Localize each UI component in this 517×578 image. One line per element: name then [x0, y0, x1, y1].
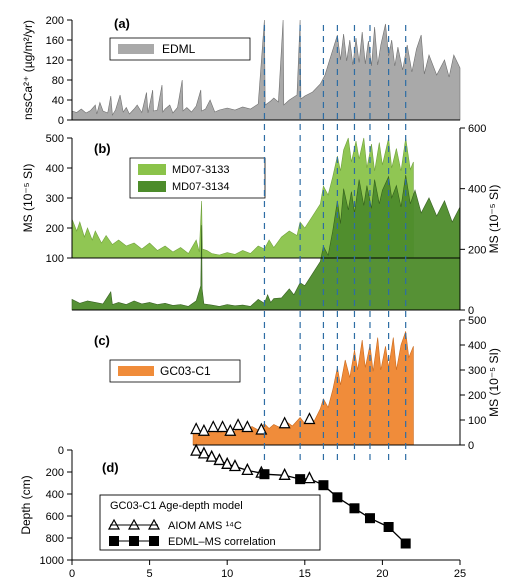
panel-d-letter: (d)	[102, 460, 119, 475]
panel-a: 0 40 80 120 160 200 nssCa²⁺ (µg/m²/yr) (a) EDML	[21, 15, 460, 127]
panel-a-legend-label: EDML	[162, 42, 196, 56]
figure-multi-panel: { "dims":{"w":517,"h":578}, "plot":{"xL"…	[0, 0, 517, 578]
panel-b-ylabel-right: MS (10⁻⁵ SI)	[487, 185, 501, 254]
svg-text:0: 0	[468, 440, 474, 452]
svg-text:80: 80	[52, 75, 64, 87]
svg-text:600: 600	[46, 511, 64, 523]
svg-text:800: 800	[46, 533, 64, 545]
panel-c-legend-label: GC03-C1	[160, 364, 211, 378]
svg-text:400: 400	[46, 489, 64, 501]
svg-text:200: 200	[46, 15, 64, 27]
svg-text:500: 500	[468, 315, 486, 327]
svg-text:100: 100	[468, 415, 486, 427]
panel-d-legend-item: EDML–MS correlation	[168, 536, 276, 548]
panel-d-legend-item: AIOM AMS ¹⁴C	[168, 520, 242, 532]
svg-text:15: 15	[299, 568, 311, 578]
panel-b: 1002003004005000200400600MS (10⁻⁵ SI)MS …	[21, 123, 501, 317]
svg-text:300: 300	[46, 193, 64, 205]
svg-text:400: 400	[46, 163, 64, 175]
svg-text:100: 100	[46, 253, 64, 265]
figure-svg: 04080120160200nssCa²⁺ (µg/m²/yr)(a)EDML1…	[0, 0, 517, 578]
panel-c: 0 100 200 300 400 500 MS (10⁻⁵ SI) (c) GC03-C1	[94, 315, 501, 452]
svg-text:20: 20	[376, 568, 388, 578]
svg-text:200: 200	[46, 223, 64, 235]
panel-c-letter: (c)	[94, 333, 110, 348]
svg-text:160: 160	[46, 35, 64, 47]
svg-text:0: 0	[58, 115, 64, 127]
panel-b-legend-label: MD07-3134	[172, 181, 229, 193]
panel-b-ylabel-left: MS (10⁻⁵ SI)	[21, 164, 35, 233]
panel-b-legend-label: MD07-3133	[172, 164, 229, 176]
panel-b-letter: (b)	[94, 141, 111, 156]
svg-text:600: 600	[468, 123, 486, 135]
svg-text:200: 200	[468, 244, 486, 256]
panel-a-ylabel: nssCa²⁺ (µg/m²/yr)	[21, 20, 35, 120]
panel-a-letter: (a)	[114, 16, 130, 31]
panel-c-ylabel: MS (10⁻⁵ SI)	[487, 348, 501, 417]
svg-text:400: 400	[468, 340, 486, 352]
svg-text:200: 200	[468, 390, 486, 402]
svg-text:25: 25	[454, 568, 466, 578]
svg-text:10: 10	[221, 568, 233, 578]
svg-text:200: 200	[46, 467, 64, 479]
svg-text:5: 5	[147, 568, 153, 578]
svg-text:40: 40	[52, 95, 64, 107]
svg-text:0: 0	[58, 445, 64, 457]
svg-text:1000: 1000	[40, 555, 64, 567]
panel-d-legend-title: GC03-C1 Age-depth model	[110, 500, 243, 512]
panel-d: 020040060080010000510152025Depth (cm)Age…	[19, 445, 466, 578]
svg-text:300: 300	[468, 365, 486, 377]
svg-text:120: 120	[46, 55, 64, 67]
panel-d-ylabel: Depth (cm)	[19, 475, 33, 534]
svg-text:0: 0	[69, 568, 75, 578]
svg-text:500: 500	[46, 133, 64, 145]
svg-text:400: 400	[468, 184, 486, 196]
